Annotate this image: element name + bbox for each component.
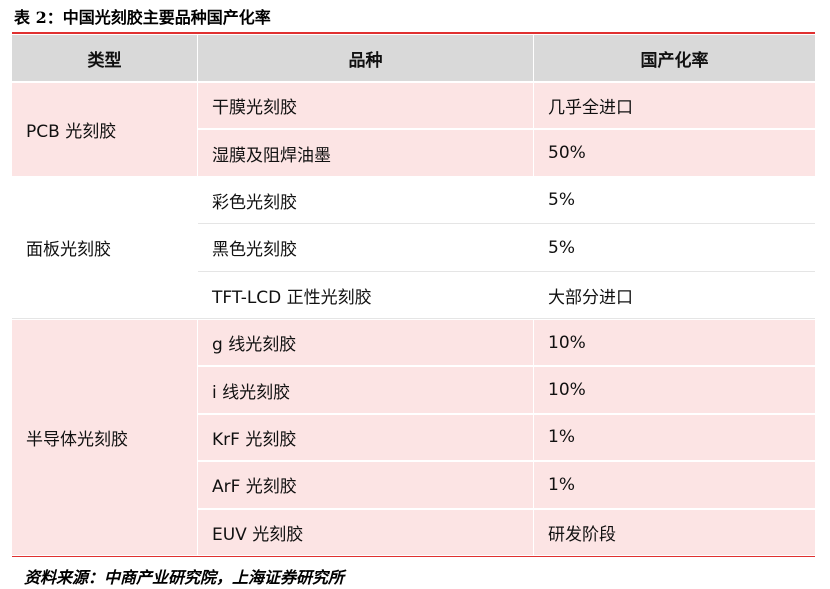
rate-cell: 1% (534, 414, 815, 461)
variety-cell: 湿膜及阻焊油墨 (198, 130, 533, 176)
variety-cell: i 线光刻胶 (198, 367, 533, 413)
rate-cell: 10% (534, 320, 815, 366)
type-cell: 半导体光刻胶 (12, 320, 197, 555)
table-bottom-rule (12, 556, 815, 557)
rate-cell: 10% (534, 367, 815, 413)
rate-cell: 几乎全进口 (534, 83, 815, 129)
type-cell: PCB 光刻胶 (12, 83, 197, 176)
variety-cell: KrF 光刻胶 (198, 414, 533, 461)
table-title: 表 2：中国光刻胶主要品种国产化率 (14, 8, 271, 27)
rate-cell: 50% (534, 130, 815, 176)
header-cell: 类型 (12, 35, 197, 81)
header-cell: 品种 (198, 35, 533, 81)
rate-cell: 5% (534, 177, 815, 224)
type-cell: 面板光刻胶 (12, 177, 197, 318)
row-rule (198, 223, 815, 225)
rate-cell: 大部分进口 (534, 272, 815, 318)
group-rule (12, 318, 815, 319)
variety-cell: EUV 光刻胶 (198, 509, 533, 555)
source-note: 资料来源：中商产业研究院，上海证券研究所 (24, 568, 345, 587)
row-rule (198, 270, 815, 272)
rate-cell: 5% (534, 225, 815, 271)
variety-cell: TFT-LCD 正性光刻胶 (198, 272, 533, 318)
table-top-rule (12, 32, 815, 34)
variety-cell: 彩色光刻胶 (198, 177, 533, 224)
variety-cell: 干膜光刻胶 (198, 83, 533, 129)
rate-cell: 1% (534, 462, 815, 508)
header-cell: 国产化率 (534, 35, 815, 81)
variety-cell: 黑色光刻胶 (198, 225, 533, 271)
rate-cell: 研发阶段 (534, 509, 815, 555)
variety-cell: ArF 光刻胶 (198, 462, 533, 508)
variety-cell: g 线光刻胶 (198, 320, 533, 366)
